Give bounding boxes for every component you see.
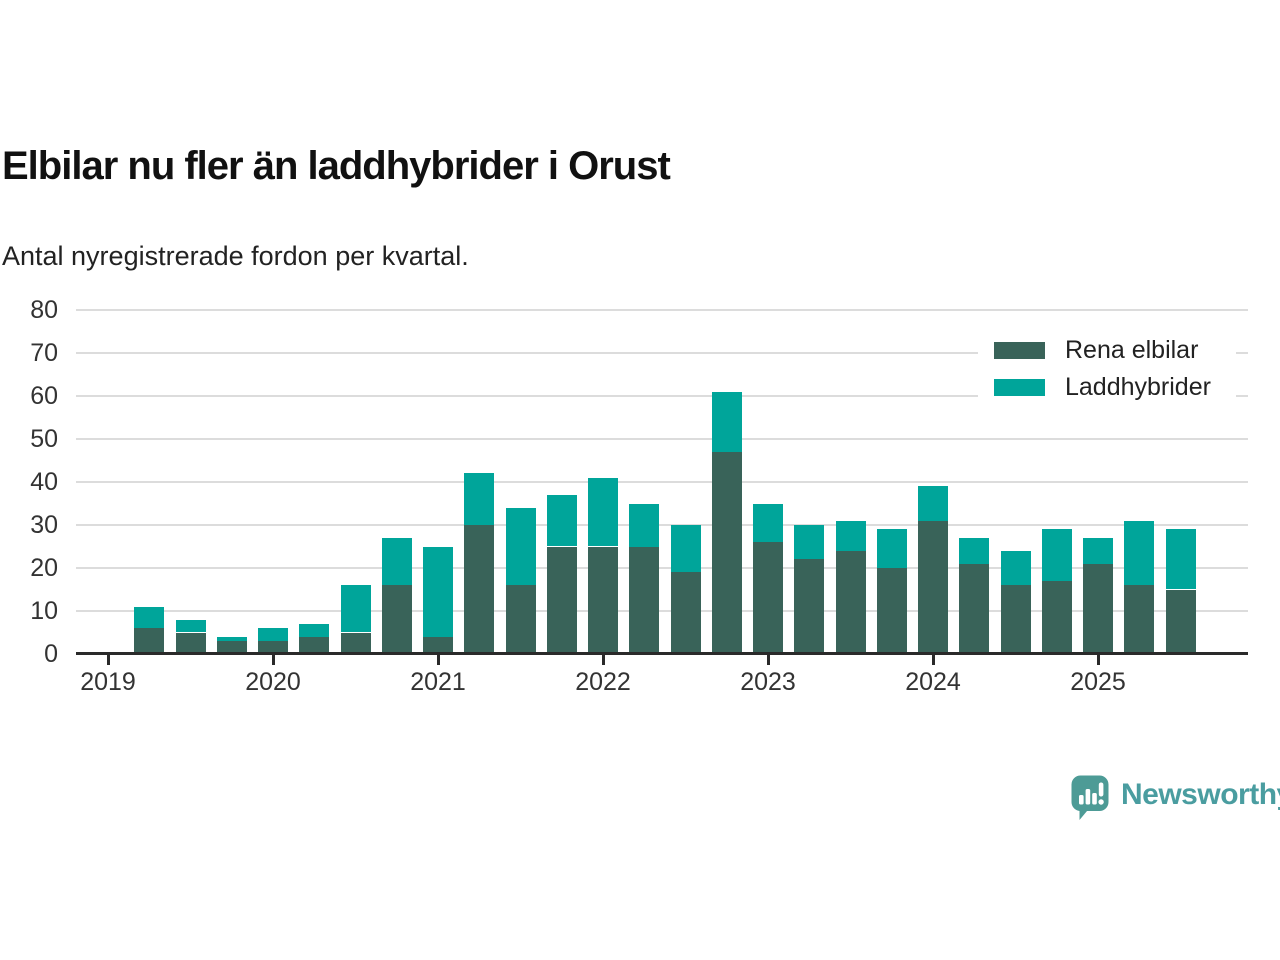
y-axis-label-20: 20 bbox=[30, 554, 58, 582]
bar-segment-rena-elbilar-2021-Q2 bbox=[464, 525, 495, 654]
bar-segment-rena-elbilar-2021-Q1 bbox=[423, 636, 453, 654]
bar-segment-laddhybrider-2023-Q3 bbox=[835, 520, 866, 551]
x-axis-label-2020: 2020 bbox=[245, 668, 301, 696]
bar-segment-laddhybrider-2023-Q2 bbox=[794, 525, 825, 560]
bar-segment-rena-elbilar-2020-Q1 bbox=[258, 641, 288, 654]
bar-segment-rena-elbilar-2019-Q2 bbox=[134, 628, 165, 654]
bar-segment-rena-elbilar-2023-Q4 bbox=[876, 568, 907, 654]
x-axis-label-2025: 2025 bbox=[1070, 668, 1126, 696]
bar-segment-rena-elbilar-2022-Q3 bbox=[670, 572, 701, 654]
bar-segment-laddhybrider-2022-Q4 bbox=[711, 391, 742, 452]
gridline-80 bbox=[76, 309, 1248, 311]
gridline-10 bbox=[76, 610, 1248, 612]
bar-segment-rena-elbilar-2024-Q1 bbox=[918, 520, 948, 654]
bar-segment-laddhybrider-2024-Q2 bbox=[959, 537, 990, 564]
bar-segment-laddhybrider-2023-Q1 bbox=[753, 503, 783, 543]
y-axis-label-60: 60 bbox=[30, 382, 58, 410]
bar-segment-rena-elbilar-2022-Q2 bbox=[629, 546, 660, 654]
gridline-20 bbox=[76, 567, 1248, 569]
bar-segment-laddhybrider-2024-Q1 bbox=[918, 486, 948, 521]
bar-segment-laddhybrider-2021-Q3 bbox=[505, 507, 536, 586]
x-axis-line bbox=[76, 652, 1248, 655]
x-axis-label-2019: 2019 bbox=[80, 668, 136, 696]
x-axis-label-2023: 2023 bbox=[740, 668, 796, 696]
x-axis-label-2021: 2021 bbox=[410, 668, 466, 696]
bar-segment-laddhybrider-2024-Q3 bbox=[1000, 550, 1031, 586]
bar-segment-rena-elbilar-2025-Q3 bbox=[1165, 589, 1196, 654]
bar-segment-laddhybrider-2020-Q3 bbox=[340, 585, 371, 633]
bar-segment-rena-elbilar-2023-Q1 bbox=[753, 542, 783, 654]
bar-segment-rena-elbilar-2023-Q2 bbox=[794, 559, 825, 654]
y-axis-label-50: 50 bbox=[30, 425, 58, 453]
bar-segment-rena-elbilar-2025-Q2 bbox=[1124, 585, 1155, 654]
bar-segment-rena-elbilar-2022-Q1 bbox=[588, 546, 618, 654]
newsworthy-logo: Newsworthy bbox=[1071, 775, 1280, 821]
newsworthy-brand-text: Newsworthy bbox=[1121, 778, 1280, 811]
x-axis-tick-2022 bbox=[601, 655, 605, 665]
legend-label-rena-elbilar: Rena elbilar bbox=[1065, 336, 1199, 364]
bar-segment-rena-elbilar-2020-Q3 bbox=[340, 632, 371, 654]
y-axis-label-30: 30 bbox=[30, 511, 58, 539]
bar-segment-rena-elbilar-2024-Q3 bbox=[1000, 585, 1031, 654]
bar-segment-laddhybrider-2025-Q1 bbox=[1083, 537, 1113, 564]
bar-segment-rena-elbilar-2022-Q4 bbox=[711, 451, 742, 654]
bar-segment-laddhybrider-2025-Q2 bbox=[1124, 520, 1155, 586]
x-axis-tick-2023 bbox=[766, 655, 770, 665]
bar-segment-laddhybrider-2023-Q4 bbox=[876, 529, 907, 568]
legend-swatch-rena-elbilar bbox=[994, 342, 1045, 359]
x-axis-label-2022: 2022 bbox=[575, 668, 631, 696]
chart-title: Elbilar nu fler än laddhybrider i Orust bbox=[2, 144, 671, 188]
bar-segment-laddhybrider-2021-Q4 bbox=[546, 494, 577, 547]
bar-segment-laddhybrider-2020-Q2 bbox=[299, 623, 330, 637]
y-axis-label-80: 80 bbox=[30, 296, 58, 324]
bar-segment-laddhybrider-2019-Q4 bbox=[216, 636, 247, 642]
bar-segment-laddhybrider-2021-Q2 bbox=[464, 473, 495, 525]
bar-segment-rena-elbilar-2020-Q2 bbox=[299, 636, 330, 654]
bar-segment-rena-elbilar-2024-Q2 bbox=[959, 563, 990, 654]
legend-label-laddhybrider: Laddhybrider bbox=[1065, 373, 1211, 401]
gridline-40 bbox=[76, 481, 1248, 483]
chart-legend: Rena elbilar Laddhybrider bbox=[978, 330, 1236, 412]
x-axis-tick-2025 bbox=[1096, 655, 1100, 665]
bar-segment-laddhybrider-2022-Q2 bbox=[629, 503, 660, 547]
gridline-50 bbox=[76, 438, 1248, 440]
bar-segment-rena-elbilar-2019-Q4 bbox=[216, 641, 247, 654]
bar-segment-laddhybrider-2020-Q4 bbox=[381, 537, 412, 586]
bar-segment-laddhybrider-2022-Q1 bbox=[588, 477, 618, 547]
bar-segment-rena-elbilar-2025-Q1 bbox=[1083, 563, 1113, 654]
bar-segment-laddhybrider-2025-Q3 bbox=[1165, 529, 1196, 590]
bar-segment-rena-elbilar-2021-Q4 bbox=[546, 546, 577, 654]
gridline-30 bbox=[76, 524, 1248, 526]
x-axis-tick-2020 bbox=[271, 655, 275, 665]
bar-segment-laddhybrider-2019-Q3 bbox=[175, 619, 206, 633]
legend-item-rena-elbilar: Rena elbilar bbox=[978, 332, 1236, 369]
bar-segment-laddhybrider-2019-Q2 bbox=[134, 606, 165, 629]
legend-item-laddhybrider: Laddhybrider bbox=[978, 369, 1236, 406]
bar-segment-rena-elbilar-2021-Q3 bbox=[505, 585, 536, 654]
y-axis-label-10: 10 bbox=[30, 597, 58, 625]
legend-swatch-laddhybrider bbox=[994, 379, 1045, 396]
gridline-60 bbox=[76, 395, 1248, 397]
bar-segment-rena-elbilar-2023-Q3 bbox=[835, 550, 866, 654]
y-axis-label-40: 40 bbox=[30, 468, 58, 496]
x-axis-tick-2024 bbox=[931, 655, 935, 665]
bar-segment-rena-elbilar-2019-Q3 bbox=[175, 632, 206, 654]
bar-segment-rena-elbilar-2024-Q4 bbox=[1041, 580, 1072, 654]
y-axis-label-0: 0 bbox=[44, 640, 58, 668]
bar-segment-rena-elbilar-2020-Q4 bbox=[381, 585, 412, 654]
gridline-70 bbox=[76, 352, 1248, 354]
bar-segment-laddhybrider-2022-Q3 bbox=[670, 525, 701, 573]
newsworthy-bubble-icon bbox=[1071, 775, 1109, 820]
chart-subtitle: Antal nyregistrerade fordon per kvartal. bbox=[2, 241, 469, 271]
bar-segment-laddhybrider-2021-Q1 bbox=[423, 546, 453, 637]
bar-segment-laddhybrider-2024-Q4 bbox=[1041, 529, 1072, 581]
x-axis-label-2024: 2024 bbox=[905, 668, 961, 696]
x-axis-tick-2019 bbox=[106, 655, 110, 665]
y-axis-label-70: 70 bbox=[30, 339, 58, 367]
x-axis-tick-2021 bbox=[436, 655, 440, 665]
bar-segment-laddhybrider-2020-Q1 bbox=[258, 628, 288, 642]
